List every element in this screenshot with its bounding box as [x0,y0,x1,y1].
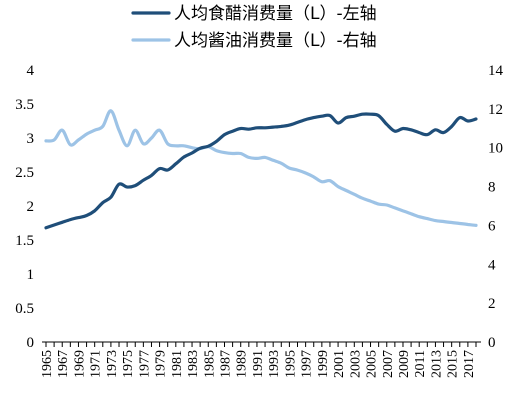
x-tick-label: 1993 [267,350,282,378]
right-tick-label: 8 [488,180,496,196]
right-tick-label: 2 [488,296,496,312]
left-tick-label: 2.5 [15,165,34,181]
x-tick-label: 1991 [251,350,266,378]
left-tick-label: 0.5 [15,301,34,317]
x-tick-label: 1967 [56,350,71,378]
left-tick-label: 0 [27,335,35,351]
x-tick-label: 1975 [121,350,136,378]
right-tick-label: 12 [488,102,503,118]
x-tick-label: 2003 [348,350,363,378]
x-tick-label: 1999 [316,350,331,378]
right-tick-label: 10 [488,141,503,157]
x-tick-label: 1997 [300,350,315,378]
left-tick-label: 1.5 [15,233,34,249]
x-tick-label: 2005 [365,350,380,378]
x-tick-label: 1971 [89,350,104,378]
series-line-vinegar [44,112,478,230]
plot-area [44,109,478,230]
left-tick-label: 3 [27,131,35,147]
left-tick-label: 2 [27,199,35,215]
x-tick-label: 2001 [332,350,347,378]
x-axis: 1965 1967 1969 1971 1973 1975 1977 1979 1981 1983… [40,342,477,378]
x-tick-label: 1979 [154,350,169,378]
x-tick-label: 2011 [413,350,428,377]
x-tick-label: 1969 [72,350,87,378]
left-tick-label: 3.5 [15,97,34,113]
x-tick-label: 1995 [283,350,298,378]
x-tick-label: 1983 [186,350,201,378]
x-tick-label: 2007 [381,350,396,378]
legend: 人均食醋消费量（L）-左轴 人均酱油消费量（L）-右轴 [131,4,377,51]
right-tick-label: 14 [488,63,504,79]
x-tick-label: 1987 [218,350,233,378]
x-tick-label: 2017 [462,350,477,378]
left-tick-label: 1 [27,267,35,283]
x-tick-label: 1973 [105,350,120,378]
x-tick-label: 1977 [137,350,152,378]
x-tick-label: 1989 [235,350,250,378]
legend-label-vinegar: 人均食醋消费量（L）-左轴 [174,4,377,24]
right-tick-label: 0 [488,335,496,351]
x-tick-label: 2013 [429,350,444,378]
left-tick-label: 4 [27,63,35,79]
right-axis: 0 2 4 6 8 10 12 14 [488,63,504,351]
x-tick-label: 1985 [202,350,217,378]
left-axis: 0 0.5 1 1.5 2 2.5 3 3.5 4 [15,63,34,351]
x-tick-label: 1981 [170,350,185,378]
right-tick-label: 4 [488,257,496,273]
series-line-soy-sauce [44,109,478,227]
x-tick-label: 2009 [397,350,412,378]
right-tick-label: 6 [488,218,496,234]
x-tick-label: 1965 [40,350,55,378]
x-tick-label: 2015 [446,350,461,378]
legend-label-soy-sauce: 人均酱油消费量（L）-右轴 [174,31,377,51]
